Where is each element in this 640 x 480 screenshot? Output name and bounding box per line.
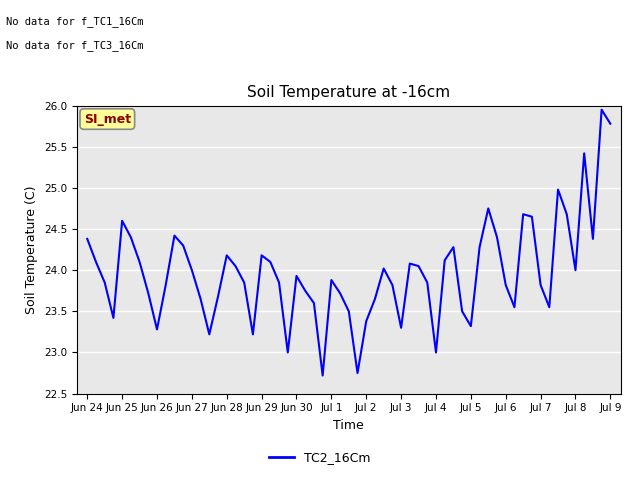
Title: Soil Temperature at -16cm: Soil Temperature at -16cm <box>247 85 451 100</box>
Text: No data for f_TC3_16Cm: No data for f_TC3_16Cm <box>6 40 144 51</box>
Text: SI_met: SI_met <box>84 112 131 126</box>
X-axis label: Time: Time <box>333 419 364 432</box>
Legend: TC2_16Cm: TC2_16Cm <box>264 446 376 469</box>
Text: No data for f_TC1_16Cm: No data for f_TC1_16Cm <box>6 16 144 27</box>
Y-axis label: Soil Temperature (C): Soil Temperature (C) <box>25 185 38 314</box>
